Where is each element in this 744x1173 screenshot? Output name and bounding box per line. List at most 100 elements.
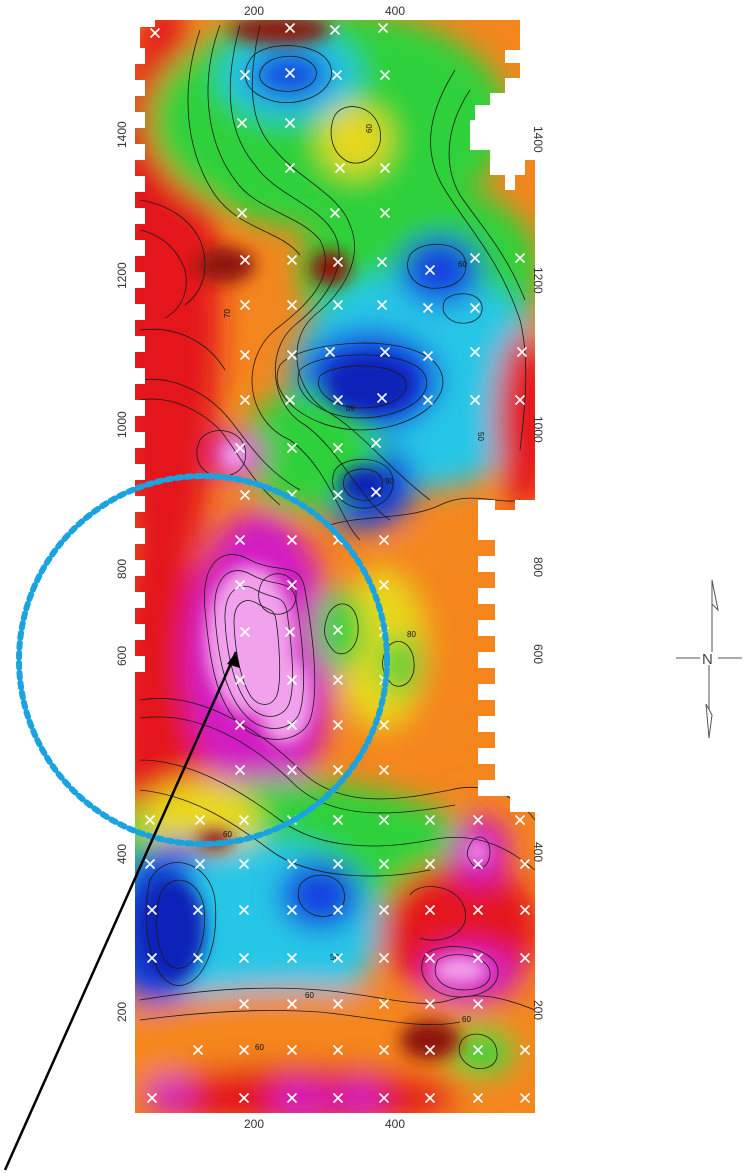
sample-point-marker: [472, 1092, 484, 1104]
sample-point-marker: [192, 952, 204, 964]
sample-point-marker: [149, 27, 161, 39]
sample-point-marker: [424, 952, 436, 964]
sample-point-marker: [376, 256, 388, 268]
sample-point-marker: [286, 442, 298, 454]
sample-point-marker: [519, 858, 531, 870]
sample-point-marker: [378, 534, 390, 546]
sample-point-marker: [424, 1092, 436, 1104]
sample-point-marker: [379, 162, 391, 174]
sample-point-marker: [332, 858, 344, 870]
sample-point-marker: [144, 814, 156, 826]
sample-point-marker: [332, 394, 344, 406]
sample-point-marker: [329, 207, 341, 219]
y-tick-left: 1000: [115, 411, 129, 438]
y-tick-right: 1400: [531, 126, 545, 153]
sample-point-marker: [469, 346, 481, 358]
sample-point-marker: [332, 814, 344, 826]
sample-point-marker: [236, 207, 248, 219]
sample-point-marker: [284, 117, 296, 129]
y-tick-right: 1200: [531, 267, 545, 294]
sample-point-marker: [234, 534, 246, 546]
sample-point-marker: [424, 858, 436, 870]
sample-point-marker: [472, 904, 484, 916]
sample-point-marker: [378, 858, 390, 870]
sample-point-marker: [472, 858, 484, 870]
contour-label: 60: [255, 1043, 264, 1052]
contour-label: 60: [346, 403, 355, 412]
sample-point-marker: [239, 69, 251, 81]
sample-point-marker: [238, 858, 250, 870]
highlight-circle: [16, 473, 390, 847]
sample-point-marker: [424, 904, 436, 916]
axes: 200 400 200 400 200 400 600 800 1000 120…: [115, 4, 545, 1131]
sample-point-marker: [286, 952, 298, 964]
sample-point-marker: [424, 814, 436, 826]
x-tick-bottom: 200: [244, 1117, 264, 1131]
contour-label: 50: [330, 953, 339, 962]
sample-point-marker: [286, 349, 298, 361]
sample-point-marker: [332, 952, 344, 964]
sample-point-marker: [422, 302, 434, 314]
sample-point-marker: [332, 904, 344, 916]
sample-point-marker: [286, 764, 298, 776]
sample-point-marker: [238, 1044, 250, 1056]
contour-label: 60: [365, 124, 374, 133]
sample-point-marker: [234, 579, 246, 591]
sample-point-marker: [194, 858, 206, 870]
y-tick-left: 200: [115, 1002, 129, 1022]
sample-point-marker: [284, 67, 296, 79]
sample-point-marker: [238, 952, 250, 964]
sample-point-marker: [331, 69, 343, 81]
sample-point-marker: [370, 486, 382, 498]
sample-point-marker: [284, 394, 296, 406]
sample-point-marker: [239, 254, 251, 266]
sample-point-marker: [238, 998, 250, 1010]
contour-labels: 60 60 70 60 50 90 80 60 50 60 60 60: [223, 124, 485, 1052]
contour-label: 60: [305, 991, 314, 1000]
sample-point-marker: [472, 998, 484, 1010]
sample-point-marker: [286, 904, 298, 916]
sample-point-marker: [234, 719, 246, 731]
contour-label: 80: [407, 630, 416, 639]
contour-label: 70: [223, 309, 232, 318]
x-tick-top: 200: [244, 4, 264, 18]
pointer-arrow: [3, 651, 240, 1171]
sample-point-marker: [514, 394, 526, 406]
sample-point-marker: [286, 998, 298, 1010]
contour-label: 90: [385, 477, 394, 486]
sample-point-marker: [519, 952, 531, 964]
contour-label: 60: [223, 830, 232, 839]
sample-point-marker: [516, 346, 528, 358]
sample-point-marker: [192, 1044, 204, 1056]
sample-point-marker: [378, 904, 390, 916]
sample-point-marker: [424, 264, 436, 276]
sample-point-marker: [286, 858, 298, 870]
y-tick-right: 1000: [531, 416, 545, 443]
sample-point-marker: [286, 579, 298, 591]
sample-point-marker: [284, 626, 296, 638]
sample-point-marker: [422, 394, 434, 406]
sample-point-marker: [234, 674, 246, 686]
sample-point-marker: [194, 814, 206, 826]
sample-point-marker: [519, 1044, 531, 1056]
contour-label: 50: [476, 432, 485, 441]
sample-point-marker: [286, 674, 298, 686]
sample-point-marker: [378, 764, 390, 776]
x-tick-bottom: 400: [385, 1117, 405, 1131]
sample-point-marker: [236, 117, 248, 129]
sample-point-marker: [378, 814, 390, 826]
sample-point-marker: [286, 1044, 298, 1056]
sample-point-marker: [329, 24, 341, 36]
sample-point-marker: [238, 814, 250, 826]
sample-point-marker: [234, 764, 246, 776]
sample-point-marker: [332, 256, 344, 268]
y-tick-right: 800: [531, 557, 545, 577]
sample-point-marker: [146, 952, 158, 964]
sample-markers: [144, 22, 531, 1104]
sample-point-marker: [332, 1044, 344, 1056]
sample-point-marker: [422, 350, 434, 362]
y-tick-left: 400: [115, 844, 129, 864]
y-tick-left: 1400: [115, 121, 129, 148]
sample-point-marker: [234, 442, 246, 454]
